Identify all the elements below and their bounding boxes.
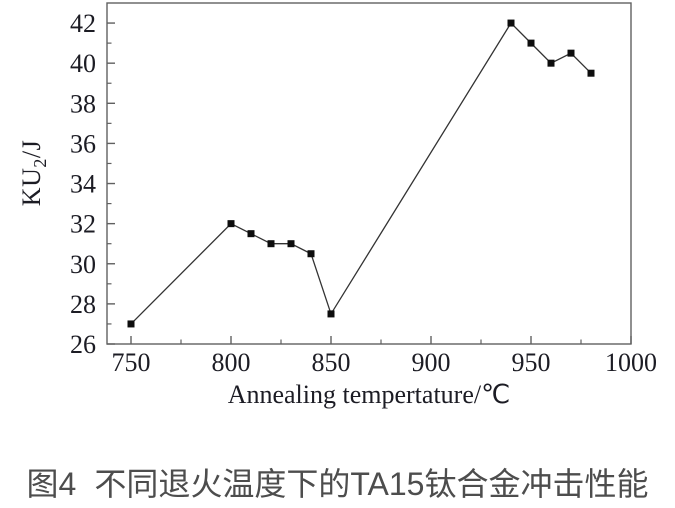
data-point-marker xyxy=(247,230,255,238)
y-tick-label: 32 xyxy=(70,210,96,239)
y-tick-label: 26 xyxy=(70,330,96,359)
data-point-marker xyxy=(287,240,295,248)
figure-caption-text: 不同退火温度下的TA15钛合金冲击性能 xyxy=(94,466,649,502)
data-point-marker xyxy=(547,59,555,67)
data-point-marker xyxy=(307,250,315,258)
data-point-marker xyxy=(587,69,595,77)
x-axis-title: Annealing tempertature/℃ xyxy=(227,380,511,409)
data-point-marker xyxy=(127,320,135,328)
x-tick-label: 800 xyxy=(212,348,251,377)
data-point-marker xyxy=(227,220,235,228)
data-point-marker xyxy=(507,19,515,27)
x-tick-label: 900 xyxy=(412,348,451,377)
figure-caption: 图4 不同退火温度下的TA15钛合金冲击性能 xyxy=(0,459,675,505)
y-axis-title-base: KU xyxy=(16,167,46,207)
plot-border xyxy=(106,2,632,345)
y-tick-label: 42 xyxy=(70,9,96,38)
y-tick-label: 34 xyxy=(70,170,96,199)
x-tick-label: 750 xyxy=(112,348,151,377)
data-series-line xyxy=(130,22,592,325)
data-point-marker xyxy=(527,39,535,47)
y-tick-label: 40 xyxy=(70,49,96,78)
chart-area: 750 800 850 900 950 1000 26 28 30 32 34 36 38 40 42 KU… xyxy=(17,2,657,409)
x-tick-label: 1000 xyxy=(605,348,657,377)
x-tick-label: 950 xyxy=(512,348,551,377)
y-tick-label: 36 xyxy=(70,129,96,158)
y-tick-label: 30 xyxy=(70,250,96,279)
y-tick-label: 28 xyxy=(70,290,96,319)
y-axis-title: KU2/J xyxy=(17,140,51,206)
y-tick-label: 38 xyxy=(70,89,96,118)
y-axis-title-subscript: 2 xyxy=(30,158,51,168)
data-point-marker xyxy=(567,49,575,57)
data-point-marker xyxy=(267,240,275,248)
figure-caption-label: 图4 xyxy=(26,466,77,502)
line-chart: 750 800 850 900 950 1000 26 28 30 32 34 36 38 40 42 xyxy=(70,2,657,377)
data-point-marker xyxy=(327,310,335,318)
y-axis-title-unit: /J xyxy=(16,139,46,159)
x-tick-label: 850 xyxy=(312,348,351,377)
